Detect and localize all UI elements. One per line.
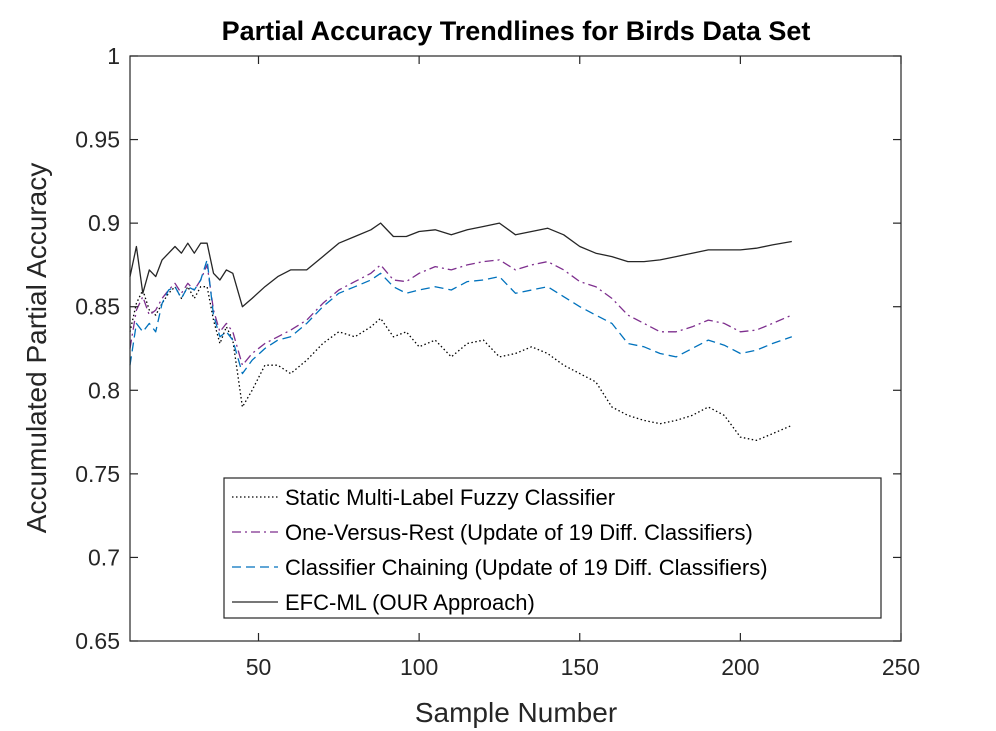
chart-title: Partial Accuracy Trendlines for Birds Da… xyxy=(222,16,811,46)
x-axis-label: Sample Number xyxy=(415,697,617,728)
legend: Static Multi-Label Fuzzy Classifier One-V… xyxy=(223,477,882,619)
legend-label-3: Classifier Chaining (Update of 19 Diff. … xyxy=(285,555,768,580)
x-axis: 50 100 150 200 250 xyxy=(246,56,920,680)
legend-box xyxy=(223,477,882,619)
y-tick-label: 0.8 xyxy=(88,377,120,403)
plot-frame xyxy=(129,55,902,642)
series-line-3 xyxy=(129,259,793,375)
series-line-2 xyxy=(129,259,793,366)
series-lines xyxy=(129,222,793,442)
legend-label-2: One-Versus-Rest (Update of 19 Diff. Clas… xyxy=(285,520,753,545)
y-axis-label: Accumulated Partial Accuracy xyxy=(21,163,52,533)
x-tick-label: 200 xyxy=(721,654,759,680)
series-line-4 xyxy=(129,222,792,308)
y-tick-label: 0.65 xyxy=(75,628,120,654)
y-tick-label: 0.9 xyxy=(88,210,120,236)
y-axis: 0.65 0.7 0.75 0.8 0.85 0.9 0.95 1 xyxy=(75,43,901,654)
series-line-1 xyxy=(129,286,793,442)
y-tick-label: 0.95 xyxy=(75,127,120,153)
legend-label-1: Static Multi-Label Fuzzy Classifier xyxy=(285,485,615,510)
y-tick-label: 0.7 xyxy=(88,544,120,570)
x-tick-label: 100 xyxy=(400,654,438,680)
y-tick-label: 1 xyxy=(107,43,120,69)
y-tick-label: 0.75 xyxy=(75,461,120,487)
x-tick-label: 50 xyxy=(246,654,272,680)
x-tick-label: 150 xyxy=(561,654,599,680)
y-tick-label: 0.85 xyxy=(75,294,120,320)
legend-label-4: EFC-ML (OUR Approach) xyxy=(285,590,535,615)
x-tick-label: 250 xyxy=(882,654,920,680)
